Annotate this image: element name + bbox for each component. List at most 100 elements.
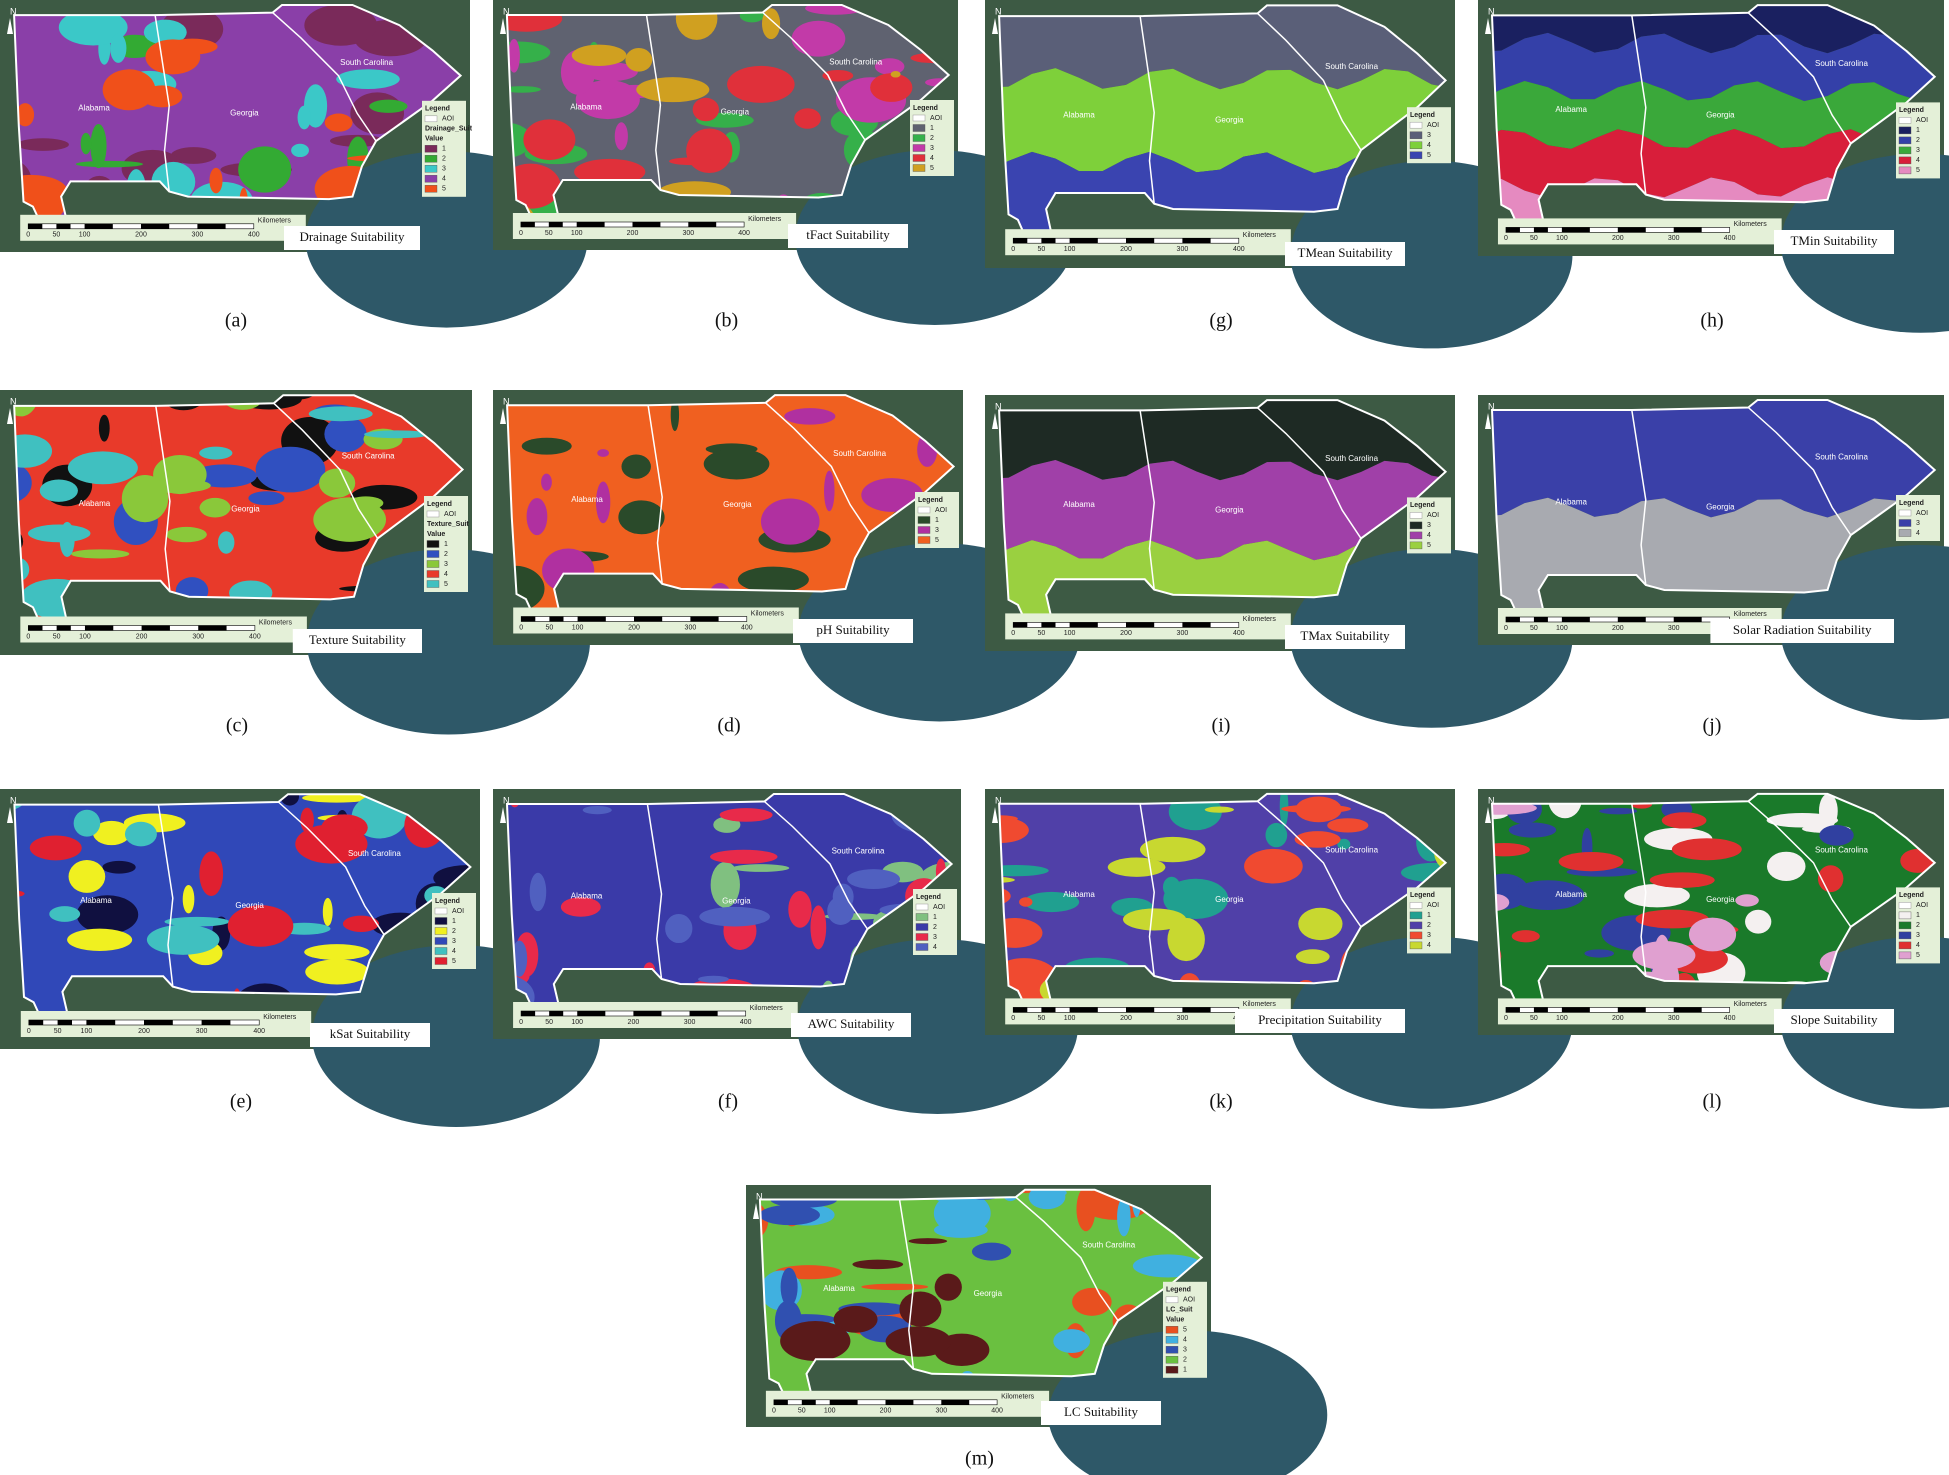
scale-label: 0 xyxy=(26,633,30,640)
legend-item: 3 xyxy=(444,561,448,568)
scale-label: 400 xyxy=(738,230,750,237)
suitability-patch xyxy=(737,566,809,593)
legend-swatch xyxy=(1898,146,1912,155)
scale-segment xyxy=(28,223,43,229)
state-label: Alabama xyxy=(823,1284,855,1293)
legend-item: 3 xyxy=(1183,1347,1187,1354)
suitability-patch xyxy=(304,944,370,960)
north-arrow: N xyxy=(503,6,510,16)
scale-label: 400 xyxy=(1233,246,1245,253)
suitability-patch xyxy=(625,48,653,72)
suitability-patch xyxy=(90,123,107,169)
scale-segment xyxy=(688,222,717,227)
legend-item: 4 xyxy=(933,944,937,951)
scale-segment xyxy=(1533,617,1548,622)
suitability-patch xyxy=(861,1283,929,1291)
scale-label: 0 xyxy=(1504,1015,1508,1022)
suitability-patch xyxy=(560,897,601,917)
state-label: South Carolina xyxy=(1325,62,1378,71)
suitability-patch xyxy=(759,1204,820,1226)
suitability-patch xyxy=(1117,1197,1131,1237)
suitability-patch xyxy=(291,143,309,158)
north-arrow-icon xyxy=(1485,18,1491,34)
scale-segment xyxy=(56,625,71,631)
scale-segment xyxy=(1126,1007,1155,1013)
map-title: tFact Suitability xyxy=(806,227,890,242)
scale-label: 400 xyxy=(248,232,260,239)
legend-swatch xyxy=(1898,931,1912,940)
suitability-patch xyxy=(308,406,373,422)
legend-swatch xyxy=(1898,519,1912,527)
legend-swatch xyxy=(1898,941,1912,950)
scale-label: 400 xyxy=(249,633,261,640)
suitability-patch xyxy=(1023,891,1080,913)
scale-segment xyxy=(549,1011,564,1016)
legend-swatch xyxy=(912,114,926,122)
scale-label: 300 xyxy=(1177,1015,1189,1022)
legend-item: 2 xyxy=(1427,922,1431,929)
panel-caption: (f) xyxy=(718,1091,738,1113)
scale-label: 300 xyxy=(684,1019,696,1026)
suitability-patch xyxy=(760,498,820,545)
scale-segment xyxy=(141,625,170,631)
scale-unit: Kilometers xyxy=(1243,616,1277,623)
suitability-zone xyxy=(999,5,1446,90)
scale-label: 0 xyxy=(519,230,523,237)
legend-text: Legend xyxy=(913,105,938,112)
suitability-patch xyxy=(999,876,1015,883)
scale-label: 50 xyxy=(545,1019,553,1026)
scale-label: 200 xyxy=(1612,625,1624,632)
scale-label: 300 xyxy=(1668,1015,1680,1022)
scale-segment xyxy=(1617,617,1646,622)
scale-label: 0 xyxy=(519,624,523,631)
scale-segment xyxy=(1041,238,1056,244)
suitability-patch xyxy=(319,468,356,498)
scale-label: 200 xyxy=(628,1019,640,1026)
suitability-patch xyxy=(199,446,233,460)
state-label: South Carolina xyxy=(833,449,886,458)
suitability-patch xyxy=(76,895,139,934)
suitability-patch xyxy=(1508,822,1557,838)
scale-segment xyxy=(548,222,563,227)
legend-text: Legend xyxy=(1899,500,1924,507)
north-arrow: N xyxy=(503,396,510,406)
state-border xyxy=(155,405,171,592)
legend-swatch xyxy=(912,164,926,172)
suitability-patch xyxy=(14,434,53,468)
scale-segment xyxy=(1505,617,1520,622)
map-title-box xyxy=(1285,625,1405,649)
suitability-patch xyxy=(784,408,836,425)
legend-swatch xyxy=(915,923,929,931)
scale-label: 100 xyxy=(1556,625,1568,632)
scale-label: 0 xyxy=(1504,235,1508,242)
state-border xyxy=(1015,1196,1119,1321)
scale-label: 50 xyxy=(545,230,553,237)
legend-text: AOI xyxy=(930,115,942,122)
suitability-patch xyxy=(636,77,710,103)
state-label: Georgia xyxy=(1215,505,1244,514)
suitability-patch xyxy=(1671,838,1742,861)
scale-segment xyxy=(84,625,114,631)
legend-item: 1 xyxy=(935,517,939,524)
panel-caption: (d) xyxy=(717,715,740,737)
legend-swatch xyxy=(1409,131,1423,139)
suitability-patch xyxy=(1163,878,1229,919)
suitability-patch xyxy=(110,33,127,63)
suitability-patch xyxy=(727,65,795,103)
state-label: Georgia xyxy=(230,109,259,118)
legend-swatch xyxy=(917,526,931,534)
suitability-patch xyxy=(238,146,292,193)
suitability-patch xyxy=(1735,894,1759,907)
scale-segment xyxy=(689,1011,718,1016)
scale-segment xyxy=(549,616,564,622)
suitability-zone xyxy=(1492,400,1935,518)
state-border xyxy=(765,402,870,534)
scale-label: 0 xyxy=(772,1408,776,1415)
legend-text: Legend xyxy=(1899,107,1924,114)
scale-segment xyxy=(197,223,226,229)
legend-text: Legend xyxy=(425,106,450,113)
legend-text: Legend xyxy=(916,894,941,901)
state-label: Georgia xyxy=(1215,116,1244,125)
suitability-patch xyxy=(1298,907,1343,941)
suitability-patch xyxy=(1511,880,1585,911)
